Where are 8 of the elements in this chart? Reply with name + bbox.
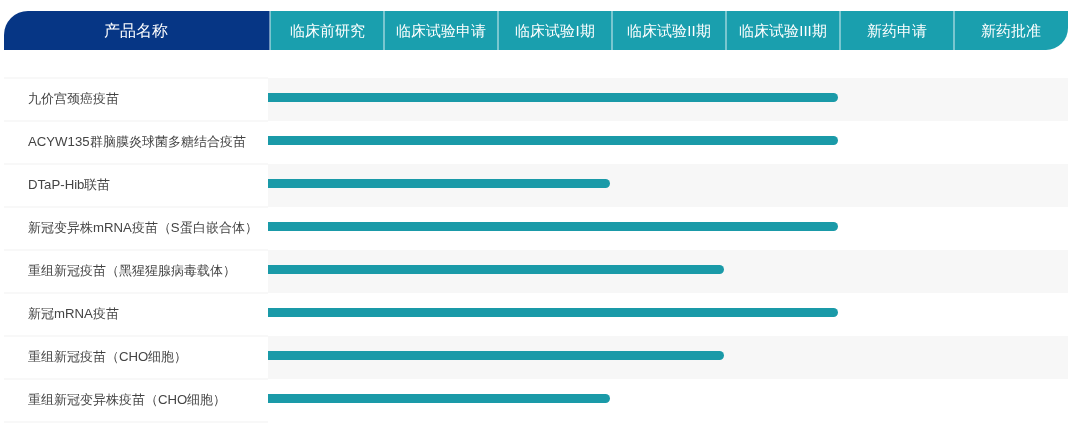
annotation: 新药批准 (981, 22, 1041, 39)
ylabel: 产品名称 (104, 22, 168, 39)
annotation: 临床试验III期 (739, 22, 827, 39)
annotation: 临床试验申请 (396, 22, 486, 39)
annotation: 临床试验I期 (515, 22, 595, 39)
annotation: 临床前研究 (289, 22, 365, 39)
annotation: 临床试验II期 (627, 22, 711, 39)
annotation: 新药申请 (867, 22, 927, 39)
